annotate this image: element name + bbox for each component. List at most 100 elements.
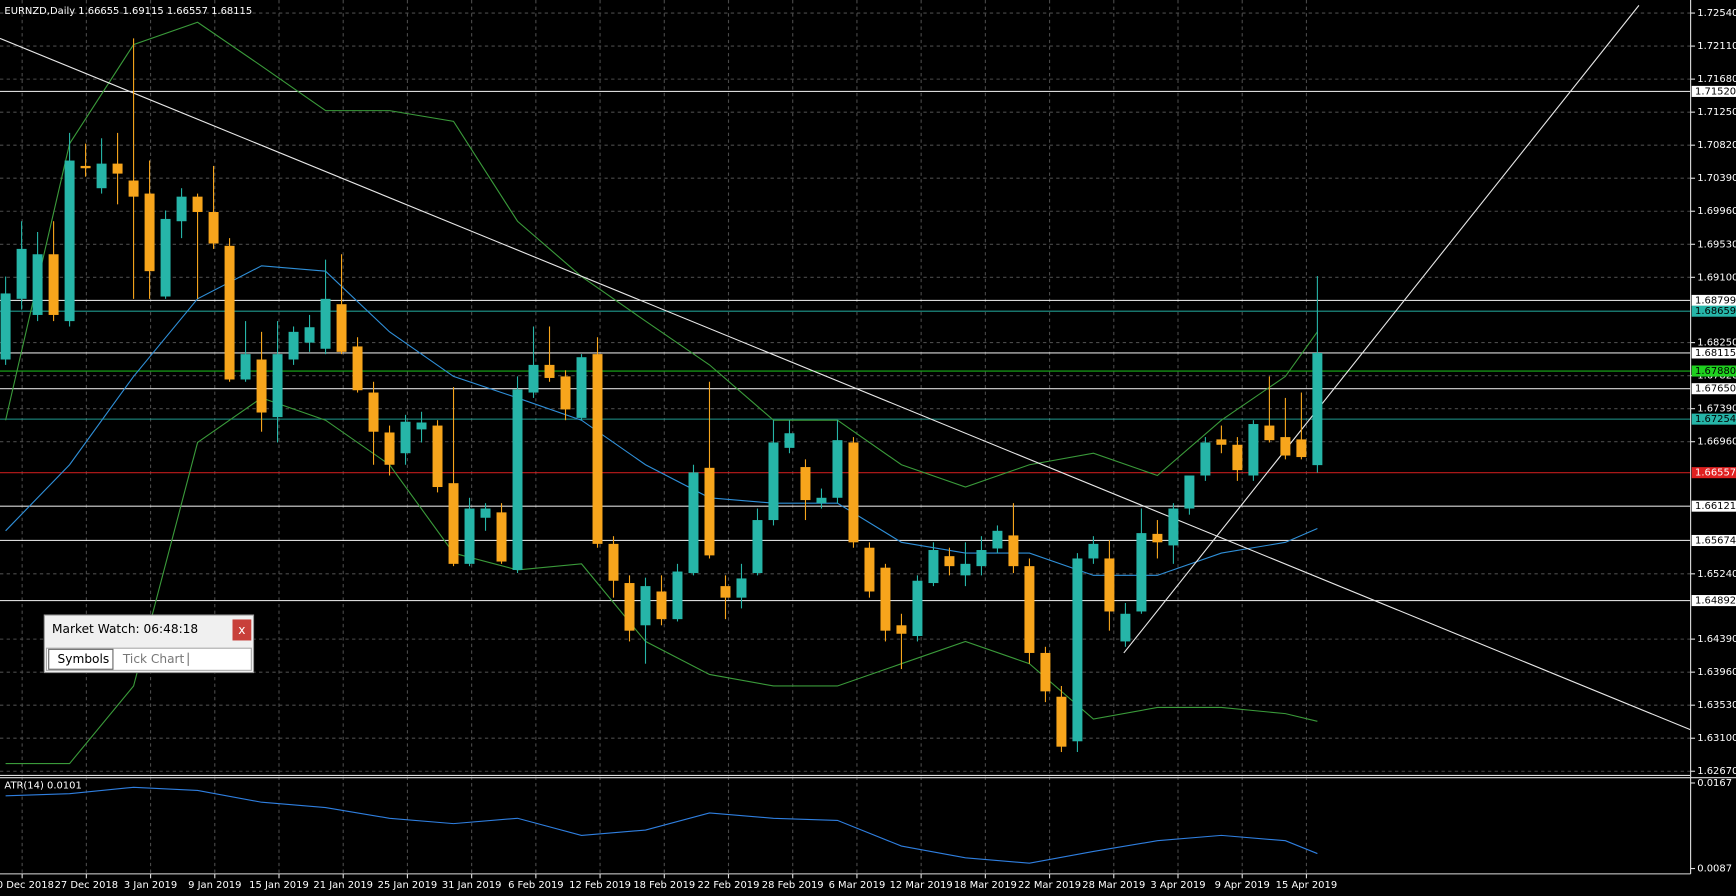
candle-body [464, 508, 475, 564]
candle-body [992, 530, 1003, 549]
indicator-title: ATR(14) 0.0101 [4, 780, 81, 791]
candle-body [1152, 533, 1163, 543]
level-label: 1.64892 [1695, 596, 1736, 607]
level-label: 1.67254 [1695, 414, 1736, 425]
tab-label[interactable]: Tick Chart [122, 652, 185, 666]
candle-body [528, 364, 539, 393]
candle-body [752, 520, 763, 574]
candle-body [672, 571, 683, 620]
candle-body [160, 218, 171, 297]
candle-body [1168, 508, 1179, 546]
candle-body [288, 331, 299, 360]
x-tick-label: 20 Dec 2018 [0, 880, 54, 891]
level-label-bg [1691, 305, 1736, 317]
tab-active[interactable] [48, 648, 114, 670]
indicator-tick-label: 0.0087 [1697, 864, 1732, 875]
level-label: 1.71520 [1695, 86, 1736, 97]
candle-body [80, 165, 91, 169]
candle-body [816, 497, 827, 504]
x-tick-label: 21 Jan 2019 [313, 880, 373, 891]
candle-body [432, 425, 443, 488]
level-label: 1.66121 [1695, 501, 1736, 512]
candle-body [144, 193, 155, 272]
x-tick-label: 15 Apr 2019 [1276, 880, 1337, 891]
y-tick-label: 1.62670 [1697, 766, 1736, 777]
close-button[interactable] [232, 619, 252, 641]
candle-body [64, 160, 75, 322]
candle-body [1200, 442, 1211, 476]
candle-body [912, 580, 923, 637]
candle-body [960, 563, 971, 576]
candle-body [192, 196, 203, 213]
y-tick-label: 1.65240 [1697, 569, 1736, 580]
candle-body [352, 346, 363, 391]
candle-body [32, 254, 43, 315]
y-tick-label: 1.72110 [1697, 41, 1736, 52]
x-tick-label: 3 Jan 2019 [124, 880, 177, 891]
y-tick-label: 1.67390 [1697, 404, 1736, 415]
candle-body [864, 547, 875, 592]
candle-body [1120, 613, 1131, 642]
chart-header: EURNZD,Daily 1.66655 1.69115 1.66557 1.6… [4, 6, 252, 17]
candle-body [1056, 696, 1067, 747]
candle-body [1280, 437, 1291, 456]
candle-body [1040, 652, 1051, 692]
close-label[interactable]: x [238, 623, 245, 637]
trendline [1123, 5, 1640, 654]
level-label-bg [1691, 85, 1736, 97]
x-tick-label: 18 Feb 2019 [633, 880, 695, 891]
candle-body [896, 625, 907, 634]
candle-body [272, 354, 283, 418]
candle-body [512, 389, 523, 570]
y-tick-label: 1.63960 [1697, 667, 1736, 678]
level-label-bg [1691, 500, 1736, 512]
y-tick-label: 1.66960 [1697, 437, 1736, 448]
x-tick-label: 6 Mar 2019 [829, 880, 886, 891]
tab-label[interactable]: Symbols [58, 652, 110, 666]
candle-body [544, 364, 555, 378]
level-label: 1.67880 [1695, 366, 1736, 377]
level-label: 1.65674 [1695, 535, 1736, 546]
candle-body [928, 550, 939, 584]
y-tick-label: 1.72540 [1697, 8, 1736, 19]
trendline [0, 37, 1691, 731]
candle-body [768, 442, 779, 521]
candle-body [496, 512, 507, 562]
y-tick-label: 1.63530 [1697, 700, 1736, 711]
candle-body [304, 327, 315, 343]
candle-body [416, 422, 427, 430]
candle-body [0, 293, 11, 360]
indicator-tick-label: 0.0167 [1697, 778, 1732, 789]
candle-body [688, 472, 699, 574]
candle-body [1136, 533, 1147, 612]
level-label-bg [1691, 383, 1736, 395]
candle-body [480, 508, 491, 518]
candle-body [1296, 439, 1307, 458]
level-label-bg [1691, 595, 1736, 607]
candle-body [1248, 424, 1259, 476]
candle-body [1088, 543, 1099, 559]
y-tick-label: 1.70390 [1697, 173, 1736, 184]
candle-body [1264, 425, 1275, 441]
candle-body [736, 578, 747, 598]
candle-body [256, 359, 267, 413]
x-tick-label: 22 Mar 2019 [1018, 880, 1081, 891]
candle-body [592, 354, 603, 544]
y-tick-label: 1.63100 [1697, 733, 1736, 744]
x-tick-label: 25 Jan 2019 [378, 880, 438, 891]
level-label-bg [1691, 365, 1736, 377]
candle-body [944, 556, 955, 567]
candle-body [224, 245, 235, 380]
x-tick-label: 18 Mar 2019 [954, 880, 1017, 891]
x-tick-label: 22 Feb 2019 [698, 880, 760, 891]
candle-body [128, 180, 139, 197]
candle-body [656, 591, 667, 620]
candle-body [848, 442, 859, 543]
level-label: 1.68659 [1695, 306, 1736, 317]
candle-body [784, 433, 795, 448]
candle-body [336, 304, 347, 352]
candle-body [368, 392, 379, 432]
level-label-bg [1691, 294, 1736, 306]
